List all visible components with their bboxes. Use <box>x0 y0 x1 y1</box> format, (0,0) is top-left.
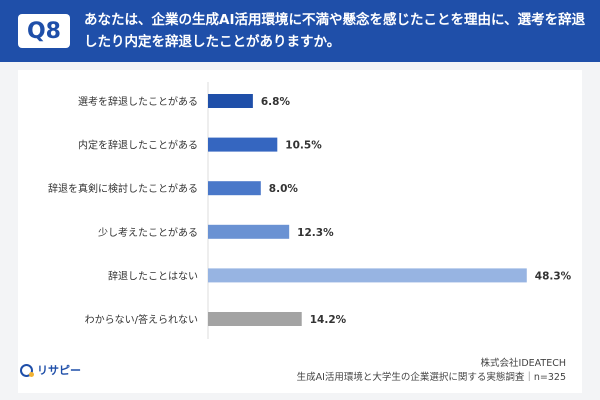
bar <box>208 312 302 326</box>
bar <box>208 224 290 239</box>
value-label: 8.0% <box>269 183 299 195</box>
value-label: 6.8% <box>261 96 291 108</box>
source-note: 株式会社IDEATECH 生成AI活用環境と大学生の企業選択に関する実態調査｜n… <box>297 357 566 385</box>
bar <box>208 181 261 196</box>
question-number-badge: Q8 <box>18 14 70 48</box>
category-label: 辞退を真剣に検討したことがある <box>48 182 198 195</box>
bar-chart: 選考を辞退したことがある 6.8% 内定を辞退したことがある 10.5% 辞退を真剣に検… <box>48 82 572 339</box>
logo-text: リサピー <box>37 364 81 377</box>
category-label: 内定を辞退したことがある <box>78 139 198 152</box>
category-label: 選考を辞退したことがある <box>78 95 198 108</box>
bar <box>208 268 527 283</box>
logo-mark-icon <box>20 363 34 377</box>
value-label: 14.2% <box>310 314 347 326</box>
question-title: あなたは、企業の生成AI活用環境に不満や懸念を感じたことを理由に、選考を辞退した… <box>84 12 586 50</box>
value-label: 12.3% <box>297 227 334 239</box>
survey-source: 生成AI活用環境と大学生の企業選択に関する実態調査｜n=325 <box>296 372 566 383</box>
chart-card: 選考を辞退したことがある 6.8% 内定を辞退したことがある 10.5% 辞退を真剣に検… <box>18 70 582 393</box>
value-label: 48.3% <box>535 270 572 282</box>
value-label: 10.5% <box>285 140 322 152</box>
bar <box>208 137 278 152</box>
company-name: 株式会社IDEATECH <box>480 358 566 369</box>
risapy-logo: リサピー <box>20 362 81 378</box>
question-header: Q8 あなたは、企業の生成AI活用環境に不満や懸念を感じたことを理由に、選考を辞… <box>0 0 600 62</box>
bar <box>208 94 253 108</box>
category-label: 少し考えたことがある <box>98 226 198 239</box>
category-label: 辞退したことはない <box>108 269 198 282</box>
category-label: わからない/答えられない <box>85 313 198 326</box>
